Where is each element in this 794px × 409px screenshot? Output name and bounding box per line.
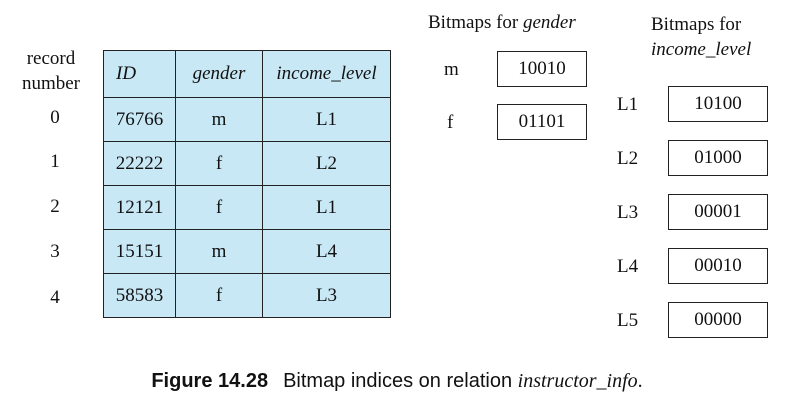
cell-id: 58583 (103, 273, 176, 318)
record-number: 2 (50, 196, 60, 217)
cell-income-level: L3 (262, 273, 391, 318)
cell-gender: m (175, 97, 263, 142)
cell-income-level: L4 (262, 229, 391, 274)
gender-bitmaps-title: Bitmaps for gender (428, 12, 576, 34)
gender-bitmap-label-f: f (447, 112, 454, 133)
income-bitmap-label-l5: L5 (617, 310, 639, 331)
table-row: 15151 m L4 (103, 229, 391, 274)
cell-id: 15151 (103, 229, 176, 274)
income-bitmap-l4: 00010 (668, 248, 768, 284)
table-row: 58583 f L3 (103, 273, 391, 318)
record-number-header-line1: record (26, 48, 76, 69)
income-bitmap-label-l1: L1 (617, 94, 639, 115)
record-number: 4 (50, 287, 60, 308)
income-bitmap-label-l2: L2 (617, 148, 639, 169)
income-bitmap-l3: 00001 (668, 194, 768, 230)
income-bitmap-l5: 00000 (668, 302, 768, 338)
column-header-gender: gender (175, 50, 263, 98)
record-number: 1 (50, 151, 60, 172)
cell-income-level: L1 (262, 97, 391, 142)
income-bitmap-label-l3: L3 (617, 202, 639, 223)
cell-gender: f (175, 185, 263, 230)
table-header-row: ID gender income_level (103, 50, 391, 98)
income-bitmap-l2: 01000 (668, 140, 768, 176)
column-header-income-level: income_level (262, 50, 391, 98)
cell-income-level: L1 (262, 185, 391, 230)
cell-gender: f (175, 273, 263, 318)
figure-number: Figure 14.28 (151, 370, 269, 392)
income-bitmap-label-l4: L4 (617, 256, 639, 277)
gender-bitmaps-title-attr: gender (523, 12, 576, 33)
income-bitmap-l1: 10100 (668, 86, 768, 122)
cell-gender: f (175, 141, 263, 186)
figure-caption: Figure 14.28 Bitmap indices on relation … (0, 370, 794, 393)
cell-id: 12121 (103, 185, 176, 230)
record-number-header: record number (18, 46, 84, 96)
table-row: 76766 m L1 (103, 97, 391, 142)
income-bitmaps-title: Bitmaps for income_level (651, 12, 751, 62)
income-bitmaps-title-attr: income_level (651, 39, 752, 60)
cell-id: 76766 (103, 97, 176, 142)
table-row: 12121 f L1 (103, 185, 391, 230)
gender-bitmaps-title-prefix: Bitmaps for (428, 12, 523, 33)
instructor-info-table: ID gender income_level 76766 m L1 22222 … (103, 50, 391, 318)
record-number: 3 (50, 241, 60, 262)
record-number: 0 (50, 107, 60, 128)
cell-id: 22222 (103, 141, 176, 186)
gender-bitmap-label-m: m (444, 59, 459, 80)
cell-gender: m (175, 229, 263, 274)
column-header-id: ID (103, 50, 176, 98)
cell-income-level: L2 (262, 141, 391, 186)
gender-bitmap-f: 01101 (497, 104, 587, 140)
caption-text: Bitmap indices on relation (283, 370, 518, 392)
caption-relation-name: instructor_info (517, 370, 638, 392)
table-row: 22222 f L2 (103, 141, 391, 186)
income-bitmaps-title-line1: Bitmaps for (651, 14, 742, 35)
record-number-header-line2: number (21, 73, 81, 94)
gender-bitmap-m: 10010 (497, 51, 587, 87)
caption-end: . (637, 370, 643, 392)
